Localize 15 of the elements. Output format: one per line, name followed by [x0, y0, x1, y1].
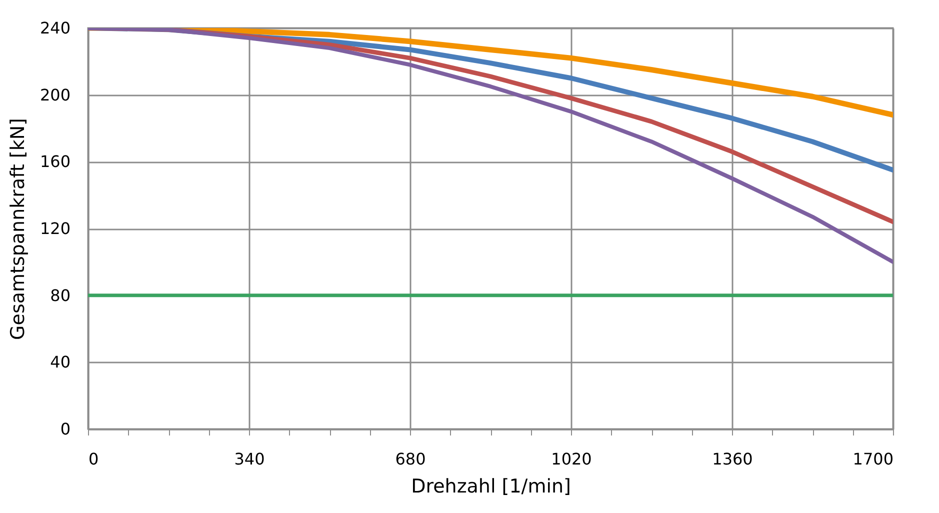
x-axis-title: Drehzahl [1/min] [411, 476, 571, 498]
x-tick-label: 1020 [551, 450, 592, 468]
x-tick-label: 680 [395, 450, 426, 468]
y-tick-label: 40 [50, 352, 70, 372]
x-tick-label: 0 [88, 450, 99, 468]
x-tick-label: 1700 [852, 450, 894, 468]
x-tick-label: 340 [234, 450, 265, 468]
y-tick-label: 160 [40, 152, 70, 172]
y-tick-label: 0 [60, 420, 70, 438]
y-tick-label: 200 [40, 85, 70, 104]
y-tick-label: 120 [40, 219, 70, 238]
y-tick-label: 80 [50, 286, 70, 305]
x-tick-label: 1360 [712, 450, 753, 468]
y-axis-title: Gesamtspannkraft [kN] [6, 118, 29, 340]
y-tick-label: 240 [40, 18, 70, 38]
